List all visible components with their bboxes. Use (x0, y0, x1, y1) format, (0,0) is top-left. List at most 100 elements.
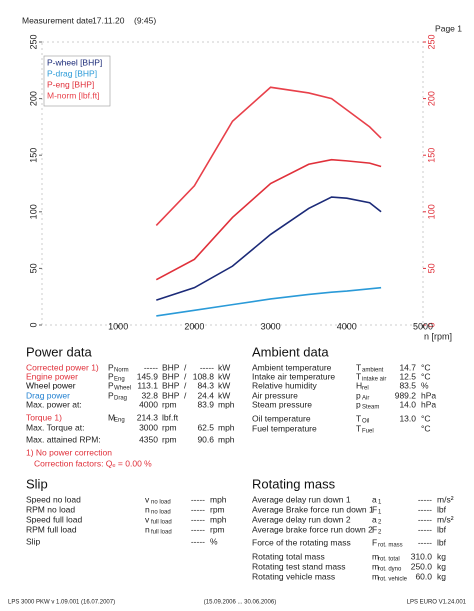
x-axis-label: n [rpm] (424, 331, 452, 341)
cell-value: 145.9 (137, 371, 159, 381)
footer-middle: (15.09.2006 ... 30.06.2006) (204, 600, 276, 606)
cell-sym: m (372, 561, 379, 571)
cell-sub: full load (151, 520, 172, 526)
footer-right: LPS EURO V1.24.001 (407, 600, 467, 606)
series-line (155, 158, 382, 281)
cell-label: Speed full load (26, 514, 83, 524)
cell-unit: lbf (437, 504, 447, 514)
cell-sub: Eng (114, 418, 125, 424)
cell-sym: m (372, 551, 379, 561)
x-tick-label: 5000 (413, 321, 433, 331)
cell-sym: p (356, 399, 361, 409)
cell-sym: P (108, 390, 114, 400)
cell-unit2: mph (218, 399, 235, 409)
cell-sym: T (356, 413, 361, 423)
cell-value: ----- (191, 514, 205, 524)
series-line (156, 196, 382, 301)
cell-value: 60.0 (415, 571, 432, 581)
cell-label: Average Brake force run down 1 (252, 504, 374, 514)
y2-tick-label: 100 (426, 204, 436, 219)
cell-value: 4350 (139, 434, 158, 444)
cell-sub: 1 (378, 500, 382, 506)
note: 1) No power correction (26, 447, 112, 457)
section-title: Rotating mass (252, 476, 336, 491)
cell-sub: 1 (378, 510, 382, 516)
cell-value: ----- (418, 504, 432, 514)
cell-sym: p (356, 390, 361, 400)
cell-label: Rotating vehicle mass (252, 571, 335, 581)
cell-sub: rot. mass (378, 543, 403, 549)
cell-value: 32.8 (141, 390, 158, 400)
cell-sym: a (372, 494, 377, 504)
x-tick-label: 3000 (261, 321, 281, 331)
cell-sub: Oil (362, 419, 369, 425)
cell-unit: lbf.ft (162, 412, 179, 422)
page-number: Page 1 (435, 23, 462, 33)
cell-sub: Fuel (362, 429, 374, 435)
y-tick-label: 50 (28, 263, 38, 273)
cell-value: 250.0 (411, 561, 433, 571)
cell-unit: hPa (421, 390, 436, 400)
cell-value: ----- (191, 494, 205, 504)
cell-value: ----- (418, 524, 432, 534)
x-tick-label: 4000 (337, 321, 357, 331)
time: (9:45) (134, 15, 156, 25)
cell-sym: H (356, 380, 362, 390)
cell-label: Max. power at: (26, 399, 82, 409)
cell-value: 12.5 (399, 371, 416, 381)
y-tick-label: 100 (28, 204, 38, 219)
cell-value: 989.2 (395, 390, 417, 400)
y2-tick-label: 200 (426, 91, 436, 106)
cell-sub: Air (362, 396, 369, 402)
cell-value: ----- (191, 504, 205, 514)
cell-value: 310.0 (411, 551, 433, 561)
cell-sub: 2 (378, 530, 382, 536)
cell-unit: rpm (210, 504, 225, 514)
cell-unit: mph (210, 494, 227, 504)
legend-entry: P-eng [BHP] (47, 79, 94, 89)
cell-unit: °C (421, 423, 431, 433)
cell-label: Ambient temperature (252, 362, 332, 372)
cell-unit: °C (421, 371, 431, 381)
y-tick-label: 250 (28, 34, 38, 49)
cell-sep: / (184, 371, 187, 381)
cell-sub: 2 (378, 520, 382, 526)
cell-unit: rpm (162, 434, 177, 444)
cell-value2: 24.4 (197, 390, 214, 400)
cell-label: Torque 1) (26, 412, 62, 422)
cell-sym: M (108, 412, 115, 422)
cell-sub: ambient (362, 368, 384, 374)
cell-sub: Eng (114, 377, 125, 383)
cell-sym: P (108, 380, 114, 390)
x-tick-label: 1000 (108, 321, 128, 331)
cell-value: ----- (418, 514, 432, 524)
cell-label: Air pressure (252, 390, 298, 400)
cell-sep: / (184, 362, 187, 372)
cell-value2: 108.8 (193, 371, 215, 381)
cell-value: 83.5 (399, 380, 416, 390)
cell-sub: rel (362, 386, 369, 392)
cell-unit2: mph (218, 434, 235, 444)
legend-entry: P-drag [BHP] (47, 68, 97, 78)
cell-unit: kg (437, 551, 446, 561)
cell-unit: m/s² (437, 514, 454, 524)
cell-label: Rotating total mass (252, 551, 325, 561)
cell-label: Max. Torque at: (26, 422, 84, 432)
cell-sub: rot. total (378, 557, 400, 563)
legend-entry: P-wheel [BHP] (47, 57, 102, 67)
y2-tick-label: 250 (426, 34, 436, 49)
date-label: Measurement date (22, 15, 93, 25)
y-tick-label: 0 (28, 322, 38, 327)
cell-label: Average delay run down 2 (252, 514, 351, 524)
cell-label: Steam pressure (252, 399, 312, 409)
cell-sub: full load (151, 530, 172, 536)
cell-sym: a (372, 514, 377, 524)
plot-frame (41, 41, 424, 326)
cell-label: Average brake force run down 2 (252, 524, 373, 534)
cell-label: Engine power (26, 371, 78, 381)
cell-sym: T (356, 371, 361, 381)
cell-label: Average delay run down 1 (252, 494, 351, 504)
cell-unit: mph (210, 514, 227, 524)
cell-label: Speed no load (26, 494, 81, 504)
cell-unit2: kW (218, 371, 230, 381)
